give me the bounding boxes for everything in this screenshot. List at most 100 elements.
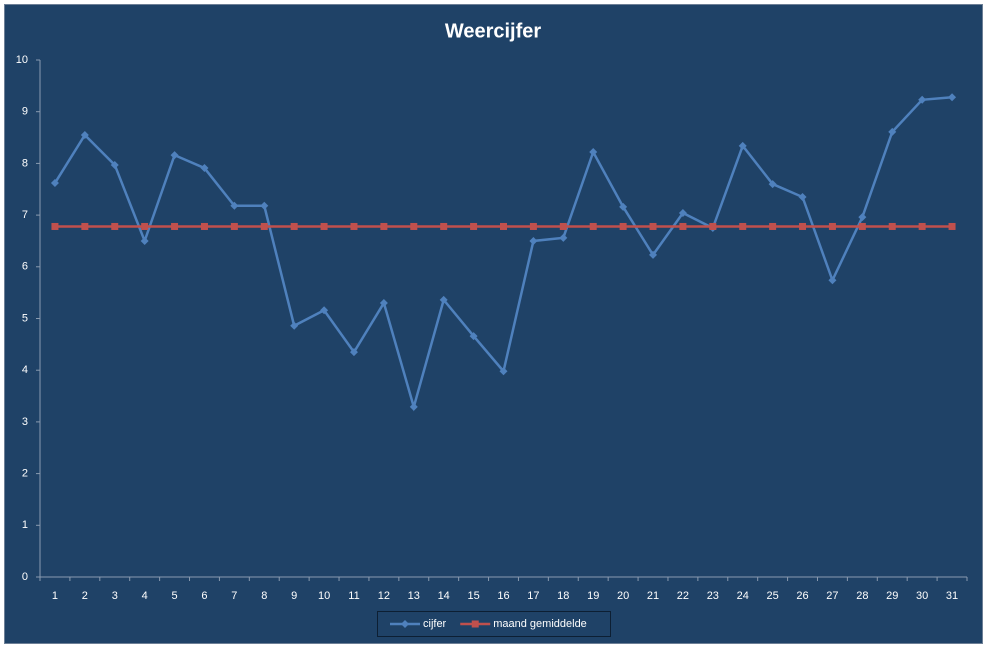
data-point [559,222,567,230]
data-point [589,148,598,157]
data-point [200,222,208,230]
chart-background [4,4,983,644]
data-point [828,222,836,230]
data-point [948,93,957,102]
x-tick-label: 10 [318,590,330,602]
x-tick-label: 8 [261,590,267,602]
y-tick-label: 5 [22,312,28,324]
data-point [739,222,747,230]
x-tick-label: 21 [647,590,659,602]
data-point [678,209,687,218]
data-point [410,222,418,230]
data-point [80,130,89,139]
x-tick-label: 27 [826,590,838,602]
data-point [918,95,927,104]
x-tick-label: 1 [52,590,58,602]
y-tick-label: 6 [22,261,28,273]
data-point [799,222,807,230]
data-point [888,127,897,136]
x-tick-label: 19 [587,590,599,602]
x-tick-label: 14 [438,590,450,602]
data-point [51,222,59,230]
data-point [320,222,328,230]
data-point [470,222,478,230]
legend: cijfer maand gemiddelde [377,611,611,637]
x-tick-label: 4 [142,590,148,602]
data-point [200,164,209,173]
data-point [649,250,658,259]
data-point [140,236,149,245]
data-point [110,160,119,169]
data-point [409,402,418,411]
data-point [619,222,627,230]
x-tick-label: 28 [856,590,868,602]
y-tick-label: 9 [22,106,28,118]
data-point [858,213,867,222]
x-tick-label: 29 [886,590,898,602]
data-point [798,193,807,202]
x-tick-label: 24 [737,590,749,602]
y-tick-label: 7 [22,209,28,221]
x-tick-label: 22 [677,590,689,602]
data-point [230,201,239,210]
x-tick-label: 13 [408,590,420,602]
data-point [738,141,747,150]
x-tick-label: 6 [201,590,207,602]
y-tick-label: 8 [22,157,28,169]
data-point [230,222,238,230]
y-tick-label: 3 [22,416,28,428]
x-tick-label: 7 [231,590,237,602]
data-point [948,222,956,230]
x-tick-label: 26 [796,590,808,602]
y-tick-label: 2 [22,468,28,480]
data-point [619,202,628,211]
data-point [171,222,179,230]
data-point [499,367,508,376]
data-point [380,222,388,230]
x-tick-label: 2 [82,590,88,602]
data-point [320,306,329,315]
chart-title: Weercijfer [445,20,542,42]
x-tick-label: 11 [348,590,359,602]
legend-marker [471,620,479,628]
data-point [500,222,507,230]
data-point [50,179,59,188]
x-tick-label: 15 [467,590,479,602]
data-point [529,236,538,245]
data-point [679,222,687,230]
y-tick-label: 4 [22,364,28,376]
data-point [589,222,597,230]
x-tick-label: 20 [617,590,629,602]
data-point [290,222,298,230]
x-tick-label: 30 [916,590,928,602]
data-point [81,222,89,230]
data-point [260,222,268,230]
x-tick-label: 31 [946,590,958,602]
data-point [769,222,777,230]
legend-label: maand gemiddelde [493,618,587,630]
data-point [529,222,537,230]
data-point [559,233,568,242]
data-point [649,222,657,230]
data-point [918,222,926,230]
data-point [111,222,119,230]
data-point [888,222,896,230]
x-tick-label: 9 [291,590,297,602]
x-tick-label: 5 [172,590,178,602]
y-tick-label: 0 [22,571,28,583]
y-tick-label: 10 [16,54,28,66]
data-point [858,222,866,230]
x-tick-label: 17 [527,590,539,602]
legend-marker [401,620,409,628]
x-tick-label: 16 [497,590,509,602]
data-point [828,276,837,285]
data-point [379,298,388,307]
data-point [469,332,478,341]
y-tick-label: 1 [22,519,28,531]
data-point [170,151,179,160]
data-point [141,222,149,230]
x-tick-label: 3 [112,590,118,602]
x-tick-label: 25 [767,590,779,602]
data-point [350,222,358,230]
